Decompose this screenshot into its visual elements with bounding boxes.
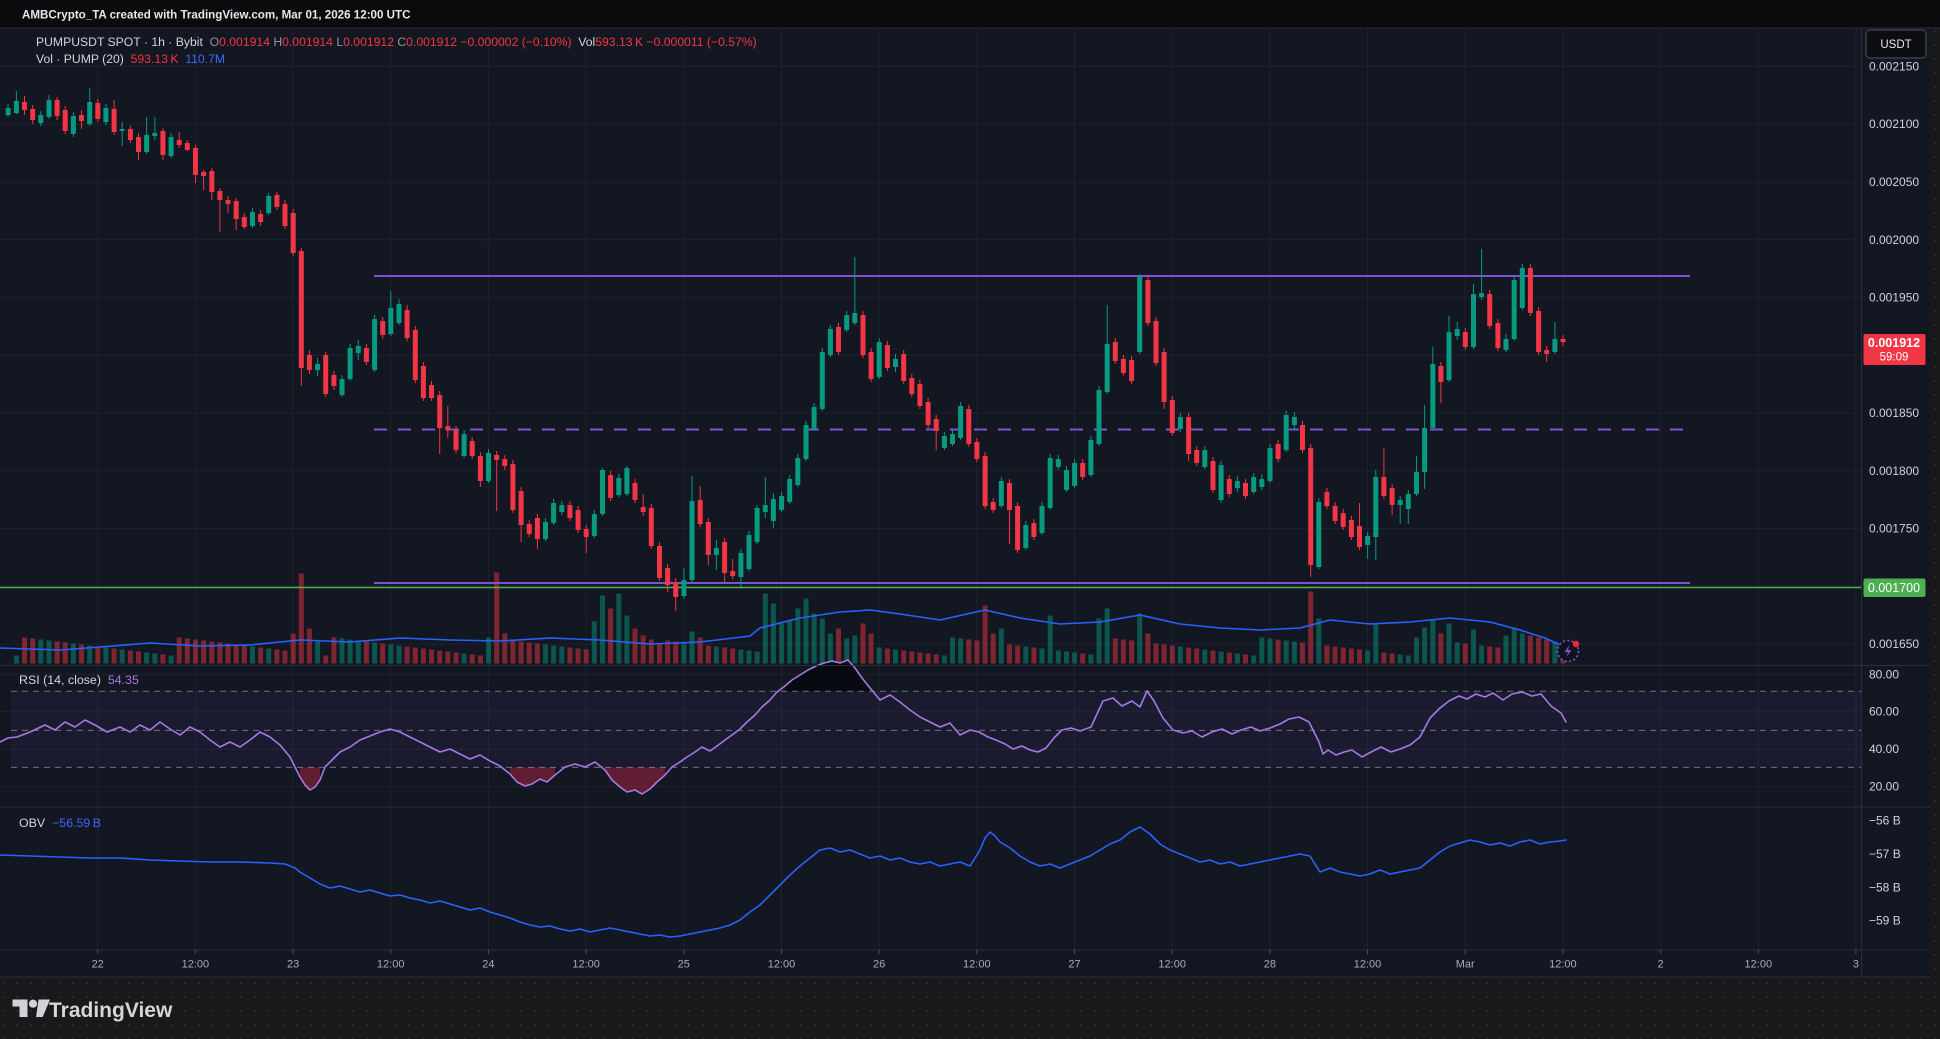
svg-text:0.001650: 0.001650 xyxy=(1869,637,1919,651)
svg-text:12:00: 12:00 xyxy=(182,959,210,971)
svg-text:25: 25 xyxy=(678,959,690,971)
svg-text:0.002000: 0.002000 xyxy=(1869,233,1919,247)
svg-text:2: 2 xyxy=(1658,959,1664,971)
svg-text:0.001800: 0.001800 xyxy=(1869,464,1919,478)
svg-text:12:00: 12:00 xyxy=(768,959,796,971)
svg-text:−56 B: −56 B xyxy=(1869,813,1901,827)
svg-text:23: 23 xyxy=(287,959,299,971)
svg-text:12:00: 12:00 xyxy=(1549,959,1577,971)
svg-text:Vol · PUMP (20) 593.13 K 110: Vol · PUMP (20) 593.13 K 110.7M xyxy=(36,52,225,66)
svg-text:3: 3 xyxy=(1853,959,1859,971)
svg-text:12:00: 12:00 xyxy=(1354,959,1382,971)
svg-text:−58 B: −58 B xyxy=(1869,881,1901,895)
svg-text:40.00: 40.00 xyxy=(1869,742,1899,756)
svg-text:28: 28 xyxy=(1264,959,1276,971)
svg-text:0.001950: 0.001950 xyxy=(1869,291,1919,305)
svg-text:12:00: 12:00 xyxy=(963,959,991,971)
svg-text:12:00: 12:00 xyxy=(1158,959,1186,971)
svg-text:TradingView: TradingView xyxy=(49,999,173,1022)
svg-text:60.00: 60.00 xyxy=(1869,705,1899,719)
svg-text:0.001750: 0.001750 xyxy=(1869,522,1919,536)
svg-text:USDT: USDT xyxy=(1880,39,1911,51)
svg-text:12:00: 12:00 xyxy=(377,959,405,971)
svg-text:0.001700: 0.001700 xyxy=(1868,581,1920,595)
svg-text:59:09: 59:09 xyxy=(1880,352,1909,364)
svg-text:22: 22 xyxy=(92,959,104,971)
svg-text:12:00: 12:00 xyxy=(1745,959,1773,971)
svg-text:−57 B: −57 B xyxy=(1869,847,1901,861)
svg-text:RSI (14, close) 54.35: RSI (14, close) 54.35 xyxy=(19,673,139,687)
svg-text:27: 27 xyxy=(1068,959,1080,971)
svg-text:PUMPUSDT SPOT · 1h · Bybit O0: PUMPUSDT SPOT · 1h · Bybit O0.001914 H0.… xyxy=(36,35,757,49)
svg-text:0.001850: 0.001850 xyxy=(1869,406,1919,420)
svg-text:OBV −56.59 B: OBV −56.59 B xyxy=(19,816,101,830)
svg-text:0.002150: 0.002150 xyxy=(1869,60,1919,74)
svg-text:AMBCrypto_TA created with Trad: AMBCrypto_TA created with TradingView.co… xyxy=(22,9,411,22)
svg-text:80.00: 80.00 xyxy=(1869,667,1899,681)
svg-text:0.001912: 0.001912 xyxy=(1868,336,1920,350)
svg-text:20.00: 20.00 xyxy=(1869,780,1899,794)
svg-text:0.002100: 0.002100 xyxy=(1869,117,1919,131)
svg-text:−59 B: −59 B xyxy=(1869,914,1901,928)
svg-text:26: 26 xyxy=(873,959,885,971)
svg-text:12:00: 12:00 xyxy=(572,959,600,971)
svg-text:Mar: Mar xyxy=(1456,959,1475,971)
svg-text:0.002050: 0.002050 xyxy=(1869,175,1919,189)
svg-text:24: 24 xyxy=(482,959,494,971)
